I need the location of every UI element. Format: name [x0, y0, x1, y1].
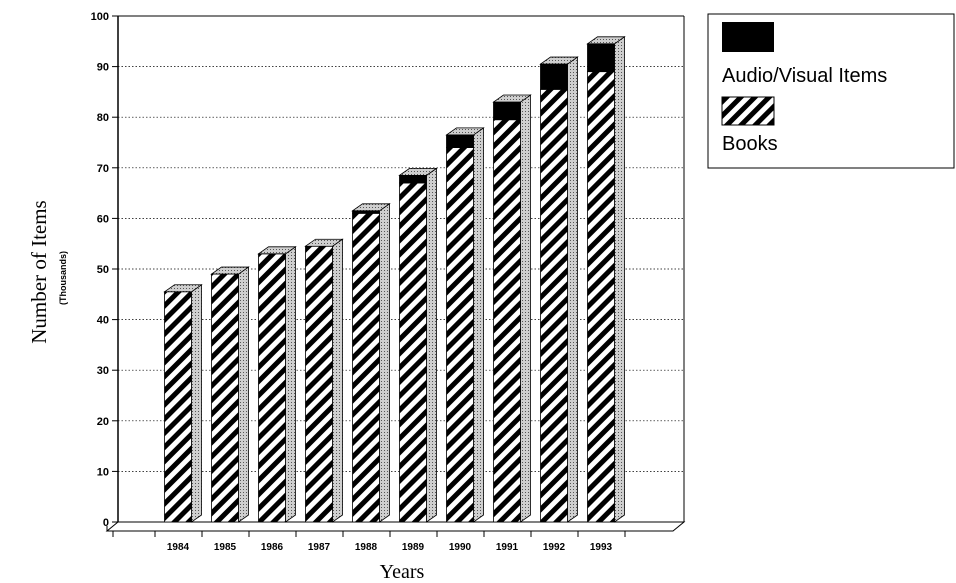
x-tick-label: 1986	[261, 542, 284, 553]
bar-top	[445, 127, 485, 136]
bar-books	[540, 88, 568, 523]
bar-books	[211, 273, 239, 523]
y-tick-label: 40	[97, 315, 109, 327]
y-tick-label: 100	[91, 11, 109, 23]
bars	[163, 36, 626, 523]
bar-side	[567, 56, 578, 523]
x-ticks: 1984 1985 1986 1987 1988 1989 1990 1991 1992 1993	[112, 531, 626, 553]
x-tick-label: 1993	[590, 542, 613, 553]
y-tick-label: 90	[97, 62, 109, 74]
x-tick-label: 1984	[167, 542, 190, 553]
bar-top	[492, 94, 532, 103]
y-axis-sublabel: (Thousands)	[58, 251, 68, 305]
bar-top	[210, 266, 250, 275]
bar-top	[398, 167, 438, 176]
y-ticks: 0 10 20 30 40 50 60 70 80 90 100	[91, 11, 118, 529]
bar-books	[399, 182, 427, 523]
bar-audio-visual	[587, 43, 615, 73]
bar-books	[164, 291, 192, 523]
bar-side	[614, 36, 625, 523]
plot-frame	[105, 15, 686, 532]
bar-audio-visual	[493, 101, 521, 121]
x-tick-label: 1988	[355, 542, 378, 553]
bar-group-1993	[586, 36, 626, 523]
y-tick-label: 30	[97, 365, 109, 377]
floor	[105, 521, 686, 532]
bar-top	[586, 36, 626, 45]
bar-group-1984	[163, 284, 203, 523]
x-tick-label: 1987	[308, 542, 331, 553]
bar-books	[258, 253, 286, 523]
bar-top	[257, 246, 297, 255]
bar-side	[238, 266, 249, 523]
bar-group-1990	[445, 127, 485, 523]
bar-side	[285, 246, 296, 523]
bar-top	[539, 56, 579, 65]
bar-top	[351, 203, 391, 212]
bar-side	[332, 238, 343, 523]
bar-books	[446, 147, 474, 523]
bar-side	[379, 203, 390, 523]
x-tick-label: 1990	[449, 542, 472, 553]
bar-top	[163, 284, 203, 293]
bar-group-1989	[398, 167, 438, 523]
bar-side	[473, 127, 484, 523]
bar-books	[493, 119, 521, 523]
bar-books	[305, 245, 333, 523]
bar-group-1985	[210, 266, 250, 523]
x-axis-label: Years	[380, 561, 425, 583]
bar-group-1991	[492, 94, 532, 523]
legend-swatch-books	[721, 96, 775, 126]
y-tick-label: 60	[97, 213, 109, 225]
bar-audio-visual	[540, 63, 568, 90]
y-tick-label: 50	[97, 264, 109, 276]
y-tick-label: 20	[97, 416, 109, 428]
y-axis-label: Number of Items	[27, 200, 51, 343]
bar-group-1992	[539, 56, 579, 523]
x-tick-label: 1992	[543, 542, 566, 553]
bar-side	[426, 167, 437, 523]
y-tick-label: 70	[97, 163, 109, 175]
y-tick-label: 80	[97, 112, 109, 124]
bar-audio-visual	[399, 174, 427, 184]
legend-swatch-audio-visual	[722, 22, 774, 52]
legend-label-books: Books	[722, 133, 778, 155]
y-tick-label: 0	[103, 517, 109, 529]
bar-audio-visual	[446, 134, 474, 148]
x-tick-label: 1991	[496, 542, 519, 553]
bar-books	[352, 212, 380, 523]
bar-group-1986	[257, 246, 297, 523]
x-tick-label: 1985	[214, 542, 237, 553]
x-tick-label: 1989	[402, 542, 425, 553]
legend: Audio/Visual Items Books	[707, 13, 955, 169]
bar-side	[520, 94, 531, 523]
bar-top	[304, 238, 344, 247]
y-tick-label: 10	[97, 466, 109, 478]
legend-label-audio-visual: Audio/Visual Items	[722, 65, 887, 87]
bar-group-1988	[351, 203, 391, 523]
bar-group-1987	[304, 238, 344, 523]
bar-books	[587, 71, 615, 523]
bar-side	[191, 284, 202, 523]
